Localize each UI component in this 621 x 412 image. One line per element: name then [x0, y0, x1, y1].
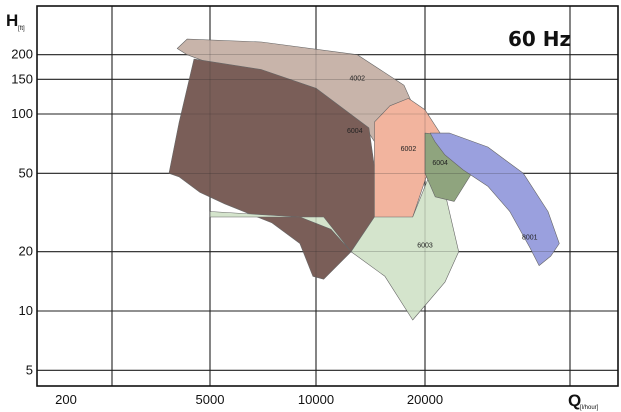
series-label: 6004: [347, 128, 363, 135]
x-tick-label: 20000: [407, 392, 443, 407]
chart-series-layer: [168, 38, 560, 321]
x-tick-label: 200: [55, 392, 77, 407]
series-label: 6002: [401, 146, 417, 153]
y-tick-label: 200: [11, 47, 33, 62]
frequency-label: 60 Hz: [508, 27, 571, 51]
series-label: 4002: [349, 75, 365, 82]
y-tick-label: 5: [26, 362, 33, 377]
y-axis-letter: H: [6, 11, 18, 30]
series-label: 8001: [522, 235, 538, 242]
chart-grid-overlay: [37, 6, 618, 386]
y-tick-label: 50: [19, 165, 33, 180]
y-tick-label: 20: [19, 244, 33, 259]
x-tick-label: 10000: [298, 392, 334, 407]
series-label: 6004: [432, 160, 448, 167]
series-6003-3: [209, 173, 460, 321]
plot-frame: [36, 5, 619, 387]
y-tick-label: 10: [19, 303, 33, 318]
x-tick-label: 5000: [196, 392, 225, 407]
series-8001-5: [429, 132, 560, 266]
chart-tick-labels: 5 10 20 50 100 150 200 200 5000 10000 20000: [11, 47, 443, 407]
y-axis-unit: [ft]: [18, 26, 25, 32]
chart-series-labels: 4002 6004 6002 6004 6003 8001: [347, 75, 538, 249]
y-tick-label: 100: [11, 106, 33, 121]
series-label: 6003: [417, 243, 433, 250]
y-tick-label: 150: [11, 71, 33, 86]
x-axis-letter: Q: [568, 391, 581, 410]
x-axis-unit: [l/hour]: [580, 405, 599, 411]
